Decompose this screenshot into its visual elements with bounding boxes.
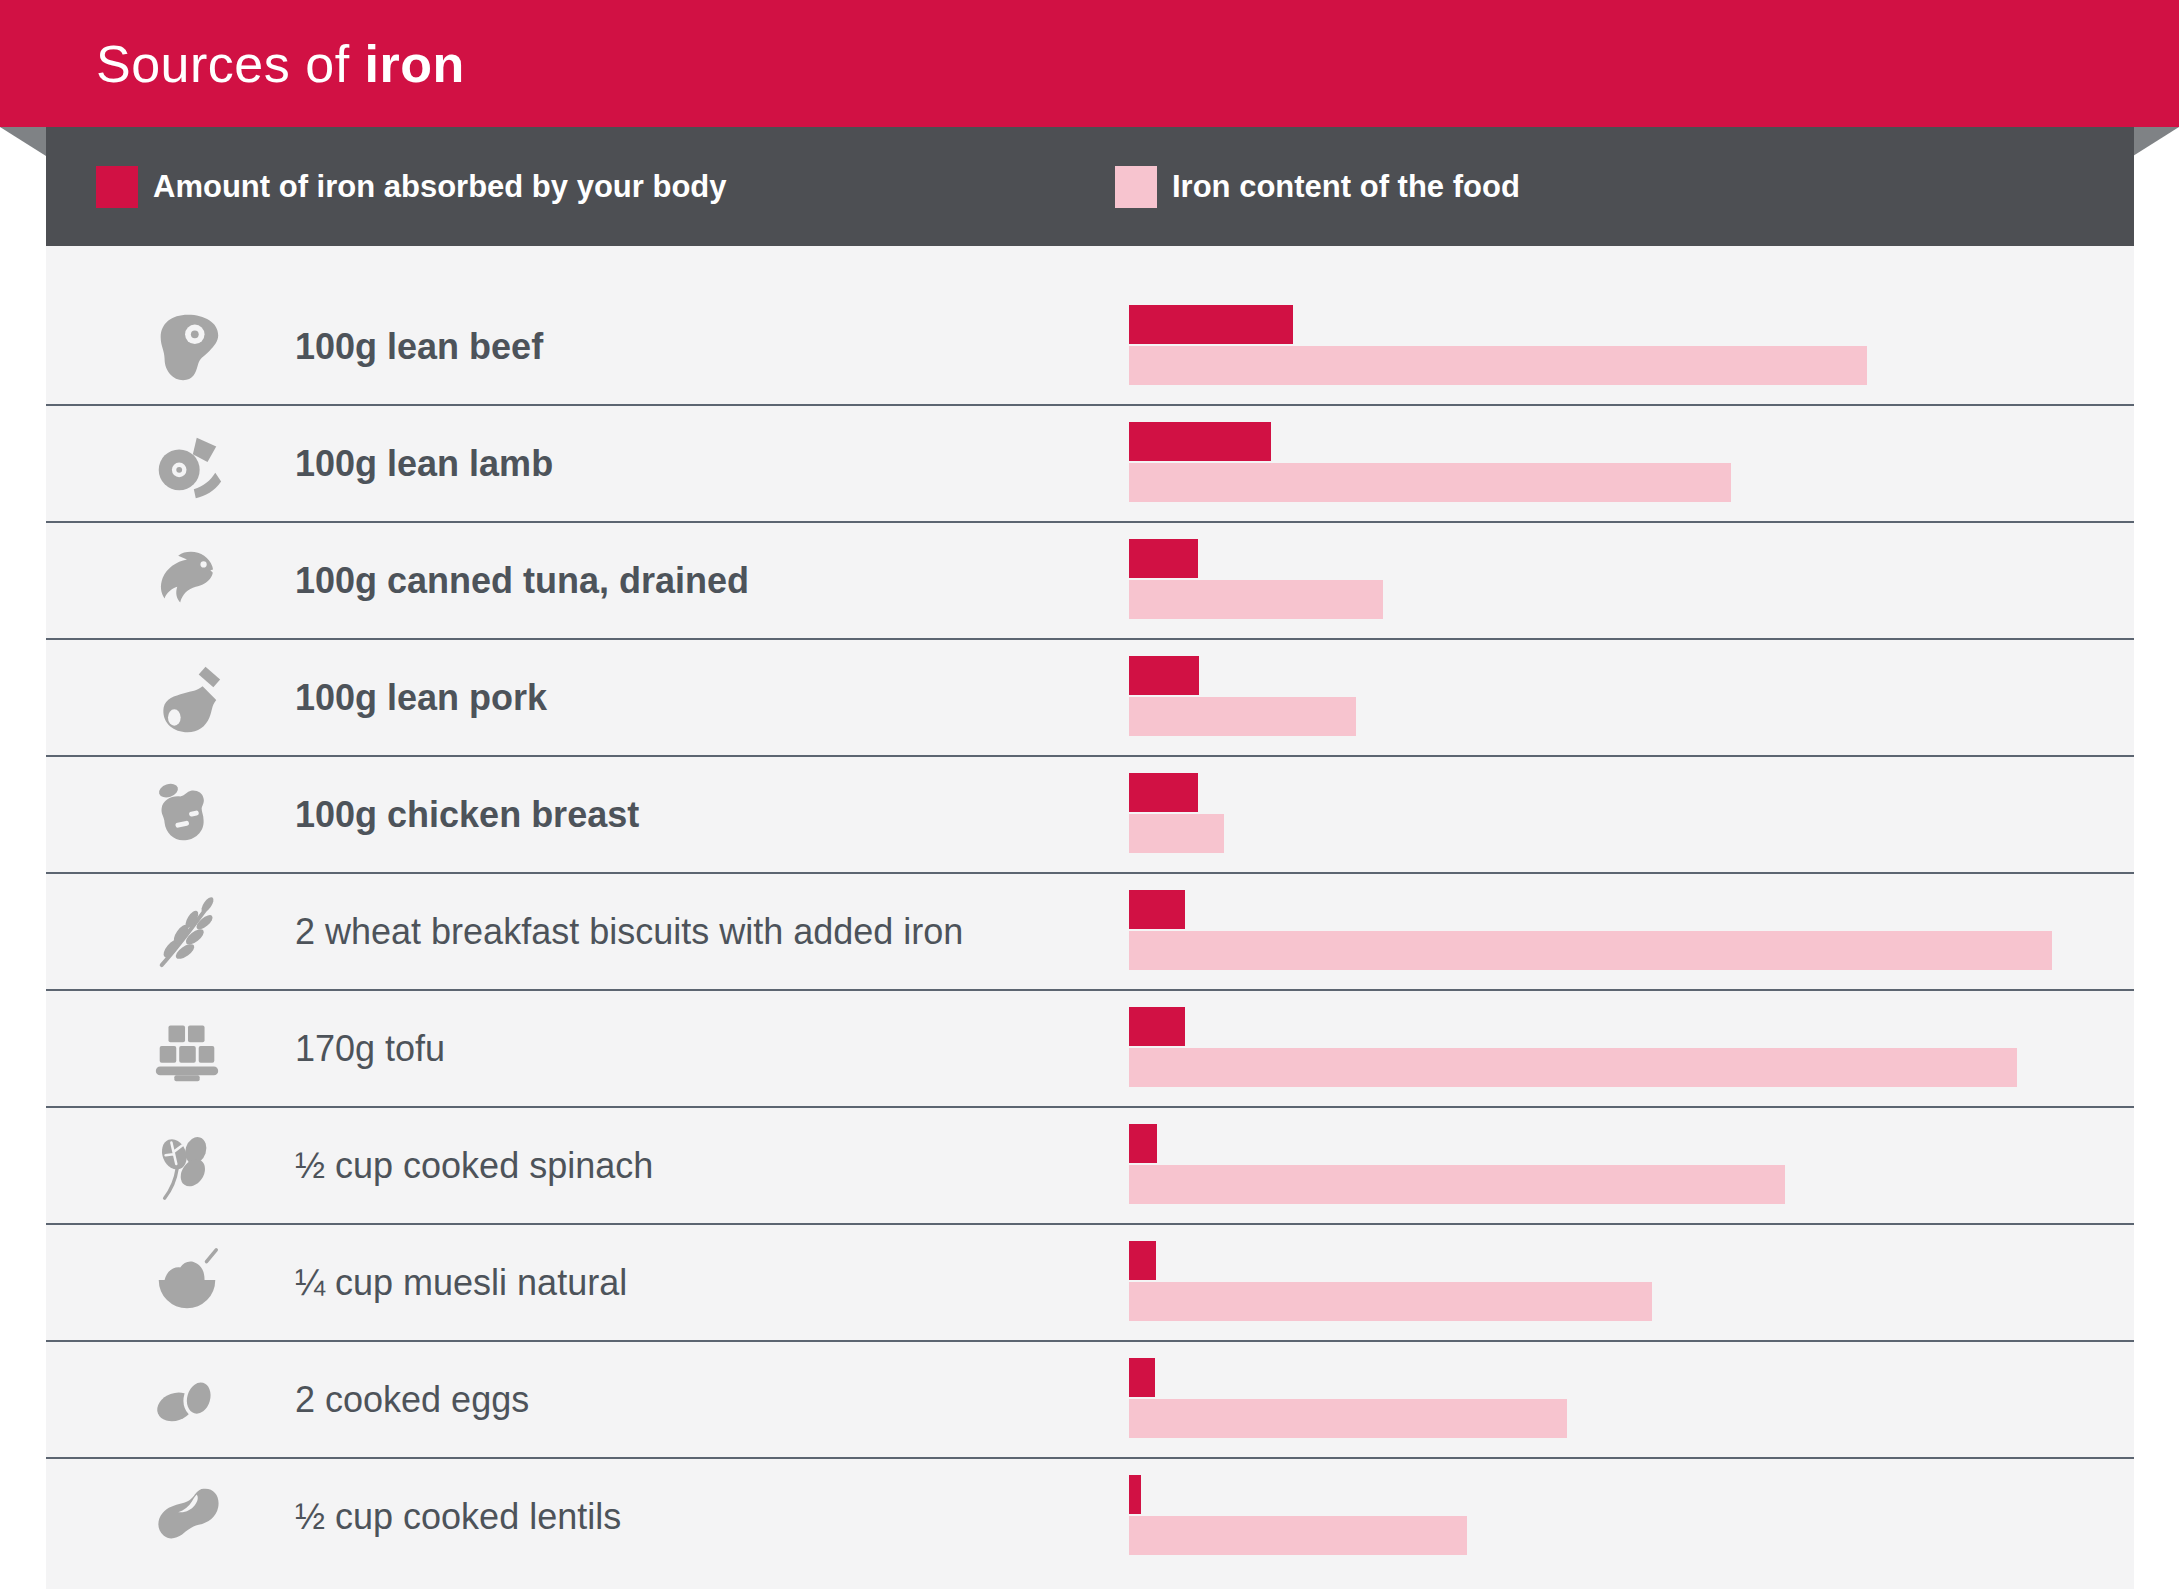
tofu-icon	[145, 1007, 229, 1091]
chart-row: 100g lean beef	[46, 289, 2134, 404]
ribbon-fold-right-icon	[2133, 127, 2179, 156]
chart-row: ½ cup cooked spinach	[46, 1106, 2134, 1223]
content-bar	[1129, 931, 2052, 970]
tuna-icon	[145, 539, 229, 623]
food-label: 100g lean lamb	[295, 443, 553, 485]
chart-row: 2 wheat breakfast biscuits with added ir…	[46, 872, 2134, 989]
lentil-icon	[145, 1475, 229, 1559]
bar-group	[1129, 1007, 2052, 1087]
ribbon-fold-left-icon	[0, 127, 46, 156]
food-label: 100g canned tuna, drained	[295, 560, 749, 602]
bar-group	[1129, 422, 2052, 502]
content-bar	[1129, 1282, 1652, 1321]
food-label: 100g lean beef	[295, 326, 543, 368]
content-bar	[1129, 463, 1731, 502]
absorbed-bar	[1129, 890, 1185, 929]
content-bar	[1129, 580, 1383, 619]
food-label: 100g chicken breast	[295, 794, 639, 836]
chicken-icon	[145, 773, 229, 857]
legend-label: Iron content of the food	[1172, 169, 1520, 205]
chart-row: 100g lean pork	[46, 638, 2134, 755]
content-bar	[1129, 1399, 1567, 1438]
header-banner: Sources of iron	[0, 0, 2179, 127]
food-label: ½ cup cooked lentils	[295, 1496, 621, 1538]
chart-row: 100g lean lamb	[46, 404, 2134, 521]
absorbed-bar	[1129, 422, 1271, 461]
absorbed-bar	[1129, 773, 1198, 812]
content-bar	[1129, 346, 1867, 385]
food-label: ½ cup cooked spinach	[295, 1145, 653, 1187]
bar-group	[1129, 890, 2052, 970]
food-label: 2 cooked eggs	[295, 1379, 529, 1421]
chart-row: 100g chicken breast	[46, 755, 2134, 872]
food-label: 100g lean pork	[295, 677, 547, 719]
legend-item-content: Iron content of the food	[1115, 127, 1520, 246]
spinach-icon	[145, 1124, 229, 1208]
muesli-icon	[145, 1241, 229, 1325]
bar-group	[1129, 773, 2052, 853]
page-title-highlight: iron	[365, 35, 465, 93]
legend-bar: Amount of iron absorbed by your body Iro…	[46, 127, 2134, 246]
bar-group	[1129, 1358, 2052, 1438]
chart-row: ½ cup cooked lentils	[46, 1457, 2134, 1574]
chart-row: 170g tofu	[46, 989, 2134, 1106]
absorbed-bar	[1129, 1358, 1155, 1397]
content-bar	[1129, 814, 1224, 853]
food-label: 170g tofu	[295, 1028, 445, 1070]
chart-row: 100g canned tuna, drained	[46, 521, 2134, 638]
page-title-prefix: Sources of	[96, 35, 365, 93]
bar-group	[1129, 1124, 2052, 1204]
bar-group	[1129, 656, 2052, 736]
food-label: 2 wheat breakfast biscuits with added ir…	[295, 911, 963, 953]
chart-row: ¼ cup muesli natural	[46, 1223, 2134, 1340]
pork-icon	[145, 656, 229, 740]
absorbed-bar	[1129, 1124, 1157, 1163]
page-title: Sources of iron	[96, 34, 465, 94]
bar-group	[1129, 1475, 2052, 1555]
legend-item-absorbed: Amount of iron absorbed by your body	[96, 127, 727, 246]
chart-area: 100g lean beef 100g lean lamb 100g canne…	[46, 246, 2134, 1589]
absorbed-bar	[1129, 1241, 1156, 1280]
food-label: ¼ cup muesli natural	[295, 1262, 627, 1304]
chart-row: 2 cooked eggs	[46, 1340, 2134, 1457]
absorbed-bar	[1129, 539, 1198, 578]
steak-icon	[145, 305, 229, 389]
absorbed-bar	[1129, 305, 1293, 344]
wheat-icon	[145, 890, 229, 974]
bar-group	[1129, 539, 2052, 619]
content-bar	[1129, 697, 1356, 736]
absorbed-swatch-icon	[96, 166, 138, 208]
content-bar	[1129, 1516, 1467, 1555]
lamb-icon	[145, 422, 229, 506]
legend-label: Amount of iron absorbed by your body	[153, 169, 727, 205]
absorbed-bar	[1129, 656, 1199, 695]
absorbed-bar	[1129, 1475, 1141, 1514]
bar-group	[1129, 1241, 2052, 1321]
absorbed-bar	[1129, 1007, 1185, 1046]
content-bar	[1129, 1048, 2017, 1087]
content-bar	[1129, 1165, 1785, 1204]
bar-group	[1129, 305, 2052, 385]
content-swatch-icon	[1115, 166, 1157, 208]
eggs-icon	[145, 1358, 229, 1442]
